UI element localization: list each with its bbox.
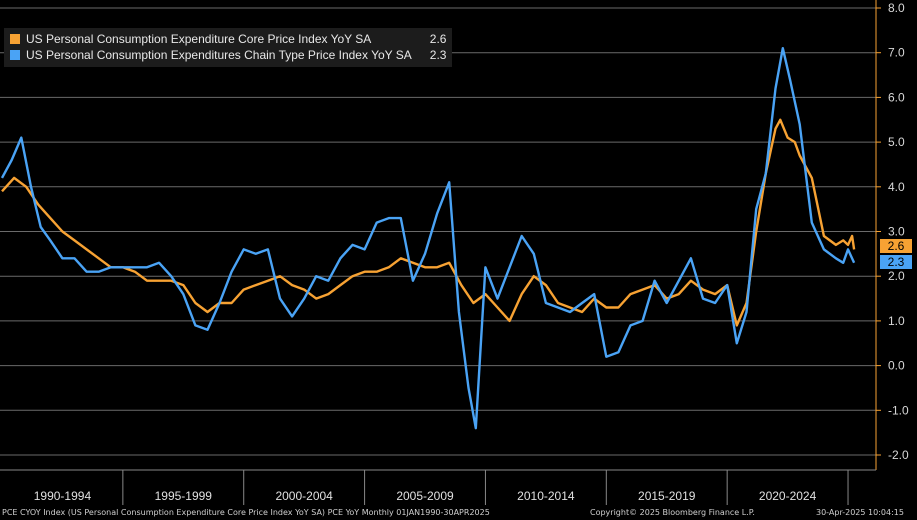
legend-item-core-pce[interactable]: US Personal Consumption Expenditure Core… [10, 31, 446, 47]
footer-source: PCE CYOY Index (US Personal Consumption … [2, 508, 490, 517]
legend-item-headline-pce[interactable]: US Personal Consumption Expenditures Cha… [10, 47, 446, 63]
x-axis: 1990-1994 1995-1999 2000-2004 2005-2009 2010… [0, 469, 876, 505]
y-tick-label: 5.0 [888, 135, 905, 149]
legend-value-headline-pce: 2.3 [429, 48, 447, 62]
series-lines [0, 47, 856, 430]
footer-copyright: Copyright© 2025 Bloomberg Finance L.P. [590, 508, 755, 517]
y-tick-label: 8.0 [888, 1, 905, 15]
x-band-label: 2005-2009 [396, 489, 454, 503]
x-band-label: 1995-1999 [155, 489, 213, 503]
series-line-core-pce [1, 118, 856, 327]
plot-area [0, 0, 876, 470]
last-value-tag-headline: 2.3 [880, 255, 912, 269]
y-axis: 8.0 7.0 6.0 5.0 4.0 3.0 2.0 1.0 0.0 -1.0 -2.0 [875, 0, 909, 470]
legend-value-core-pce: 2.6 [429, 32, 447, 46]
y-tick-label: -1.0 [888, 403, 909, 417]
x-band-label: 2010-2014 [517, 489, 575, 503]
series-line-headline-pce [0, 47, 856, 430]
legend: US Personal Consumption Expenditure Core… [4, 28, 453, 67]
y-tick-label: -2.0 [888, 448, 909, 462]
y-tick-label: 3.0 [888, 225, 905, 239]
chart-canvas: 8.0 7.0 6.0 5.0 4.0 3.0 2.0 1.0 0.0 -1.0 -2.0 1990… [0, 0, 909, 505]
y-tick-label: 6.0 [888, 90, 905, 104]
legend-swatch-headline-pce [10, 50, 20, 60]
y-tick-label: 4.0 [888, 180, 905, 194]
footer-timestamp: 30-Apr-2025 10:04:15 [816, 508, 904, 517]
last-value-tag-core: 2.6 [880, 239, 912, 253]
y-tick-label: 2.0 [888, 269, 905, 283]
y-tick-label: 7.0 [888, 46, 905, 60]
legend-label-core-pce: US Personal Consumption Expenditure Core… [26, 32, 372, 46]
footer: PCE CYOY Index (US Personal Consumption … [0, 505, 917, 520]
x-band-label: 2015-2019 [638, 489, 696, 503]
x-band-label: 2020-2024 [759, 489, 817, 503]
y-tick-label: 0.0 [888, 359, 905, 373]
x-band-label: 2000-2004 [275, 489, 333, 503]
legend-label-headline-pce: US Personal Consumption Expenditures Cha… [26, 48, 412, 62]
y-tick-label: 1.0 [888, 314, 905, 328]
x-band-label: 1990-1994 [34, 489, 92, 503]
legend-swatch-core-pce [10, 34, 20, 44]
